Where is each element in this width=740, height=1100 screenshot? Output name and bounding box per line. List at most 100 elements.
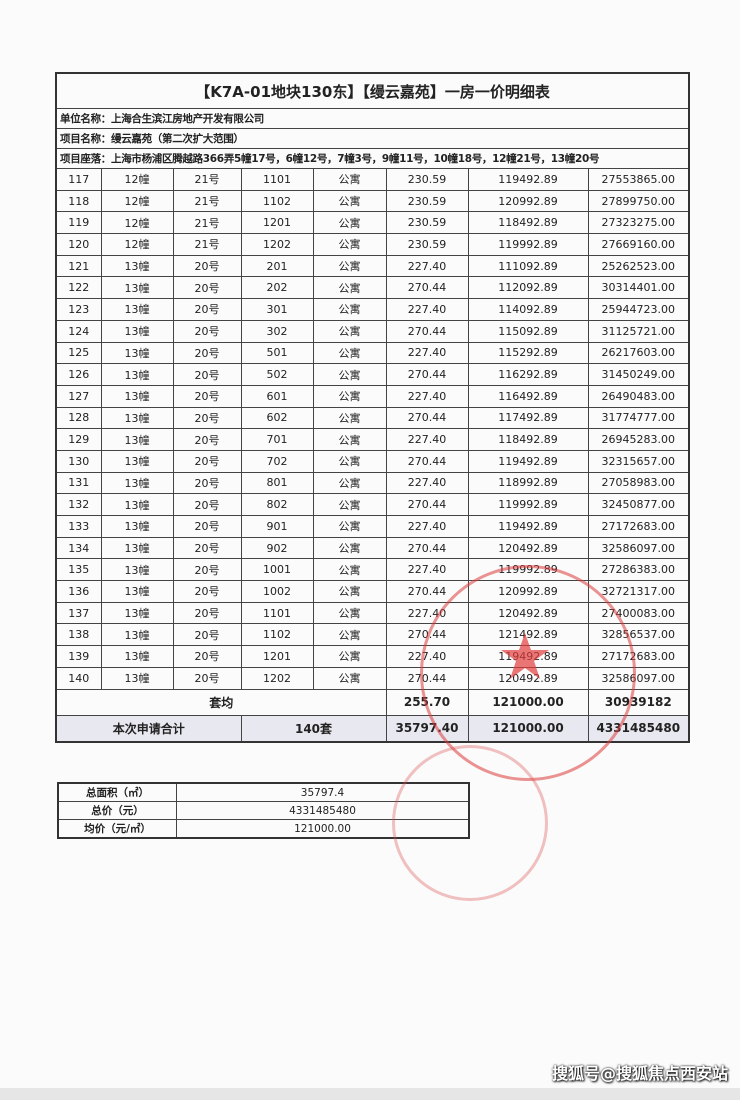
total-price: 32586097.00 xyxy=(587,536,690,560)
unit-price: 120992.89 xyxy=(467,189,589,213)
row-number: 119 xyxy=(55,211,102,235)
total-price: 31450249.00 xyxy=(587,363,690,386)
summary-label: 总价（元） xyxy=(57,801,177,820)
unit-number: 21号 xyxy=(172,211,242,235)
usage: 公寓 xyxy=(312,449,387,473)
building: 13幢 xyxy=(100,254,174,278)
building: 13幢 xyxy=(100,406,174,430)
table-row: 131 13幢 20号 801 公寓 227.40 118992.89 27058983.00 xyxy=(55,471,690,495)
room: 202 xyxy=(240,276,314,300)
total-price: 26217603.00 xyxy=(587,341,690,365)
table-row: 129 13幢 20号 701 公寓 227.40 118492.89 26945283.00 xyxy=(55,428,690,451)
total-price: 30314401.00 xyxy=(587,276,690,300)
usage: 公寓 xyxy=(312,515,387,538)
bottom-bar xyxy=(0,1088,740,1100)
row-number: 122 xyxy=(55,276,102,300)
usage: 公寓 xyxy=(312,645,387,668)
row-number: 138 xyxy=(55,623,102,647)
unit-number: 20号 xyxy=(172,515,242,538)
table-row: 138 13幢 20号 1102 公寓 270.44 121492.89 32856537.0… xyxy=(55,623,690,647)
row-number: 127 xyxy=(55,384,102,408)
unit-number: 20号 xyxy=(172,384,242,408)
total-price: 32315657.00 xyxy=(587,449,690,473)
table-row: 136 13幢 20号 1002 公寓 270.44 120992.89 32721317.0… xyxy=(55,580,690,603)
average-total: 30939182 xyxy=(587,688,690,716)
total-price: 27172683.00 xyxy=(587,515,690,538)
room: 1101 xyxy=(240,168,314,191)
company-name: 单位名称：上海合生滨江房地产开发有限公司 xyxy=(55,108,690,129)
area: 270.44 xyxy=(385,276,469,300)
unit-number: 20号 xyxy=(172,536,242,560)
room: 1102 xyxy=(240,623,314,647)
building: 13幢 xyxy=(100,363,174,386)
unit-number: 20号 xyxy=(172,319,242,343)
usage: 公寓 xyxy=(312,493,387,516)
area: 227.40 xyxy=(385,601,469,625)
usage: 公寓 xyxy=(312,601,387,625)
table-row: 119 12幢 21号 1201 公寓 230.59 118492.89 27323275.0… xyxy=(55,211,690,235)
area: 270.44 xyxy=(385,580,469,603)
total-price: 31774777.00 xyxy=(587,406,690,430)
table-row: 127 13幢 20号 601 公寓 227.40 116492.89 26490483.00 xyxy=(55,384,690,408)
table-row: 140 13幢 20号 1202 公寓 270.44 120492.89 32586097.0… xyxy=(55,666,690,690)
row-number: 137 xyxy=(55,601,102,625)
room: 502 xyxy=(240,363,314,386)
row-number: 139 xyxy=(55,645,102,668)
total-price: 27669160.00 xyxy=(587,233,690,256)
area: 270.44 xyxy=(385,363,469,386)
room: 301 xyxy=(240,298,314,321)
usage: 公寓 xyxy=(312,666,387,690)
watermark: 搜狐号@搜狐焦点西安站 xyxy=(551,1064,728,1083)
room: 1002 xyxy=(240,580,314,603)
row-number: 133 xyxy=(55,515,102,538)
unit-number: 20号 xyxy=(172,428,242,451)
total-price: 27400083.00 xyxy=(587,601,690,625)
room: 1202 xyxy=(240,233,314,256)
table-row: 133 13幢 20号 901 公寓 227.40 119492.89 27172683.00 xyxy=(55,515,690,538)
area: 270.44 xyxy=(385,406,469,430)
building: 13幢 xyxy=(100,666,174,690)
unit-number: 20号 xyxy=(172,666,242,690)
unit-price: 120492.89 xyxy=(467,536,589,560)
total-price: 31125721.00 xyxy=(587,319,690,343)
unit-number: 20号 xyxy=(172,406,242,430)
row-number: 123 xyxy=(55,298,102,321)
unit-price: 119992.89 xyxy=(467,233,589,256)
usage: 公寓 xyxy=(312,623,387,647)
unit-number: 20号 xyxy=(172,276,242,300)
unit-number: 20号 xyxy=(172,254,242,278)
unit-number: 20号 xyxy=(172,493,242,516)
summary-label: 均价（元/㎡） xyxy=(57,819,177,839)
room: 802 xyxy=(240,493,314,516)
usage: 公寓 xyxy=(312,558,387,582)
row-number: 120 xyxy=(55,233,102,256)
usage: 公寓 xyxy=(312,471,387,495)
row-number: 134 xyxy=(55,536,102,560)
usage: 公寓 xyxy=(312,168,387,191)
table-row: 121 13幢 20号 201 公寓 227.40 111092.89 25262523.00 xyxy=(55,254,690,278)
area: 227.40 xyxy=(385,298,469,321)
unit-price: 111092.89 xyxy=(467,254,589,278)
building: 13幢 xyxy=(100,341,174,365)
building: 13幢 xyxy=(100,623,174,647)
room: 501 xyxy=(240,341,314,365)
unit-price: 120492.89 xyxy=(467,666,589,690)
unit-price: 118492.89 xyxy=(467,211,589,235)
room: 702 xyxy=(240,449,314,473)
total-label: 本次申请合计 xyxy=(55,714,242,742)
room: 1201 xyxy=(240,645,314,668)
usage: 公寓 xyxy=(312,384,387,408)
building: 12幢 xyxy=(100,168,174,191)
row-number: 126 xyxy=(55,363,102,386)
row-number: 131 xyxy=(55,471,102,495)
unit-price: 119492.89 xyxy=(467,168,589,191)
table-row: 137 13幢 20号 1101 公寓 227.40 120492.89 27400083.0… xyxy=(55,601,690,625)
total-price: 32450877.00 xyxy=(587,493,690,516)
room: 1101 xyxy=(240,601,314,625)
table-row: 126 13幢 20号 502 公寓 270.44 116292.89 31450249.00 xyxy=(55,363,690,386)
summary-row: 均价（元/㎡） 121000.00 xyxy=(57,819,470,839)
total-price: 32856537.00 xyxy=(587,623,690,647)
usage: 公寓 xyxy=(312,406,387,430)
table-row: 120 12幢 21号 1202 公寓 230.59 119992.89 27669160.0… xyxy=(55,233,690,256)
row-number: 129 xyxy=(55,428,102,451)
